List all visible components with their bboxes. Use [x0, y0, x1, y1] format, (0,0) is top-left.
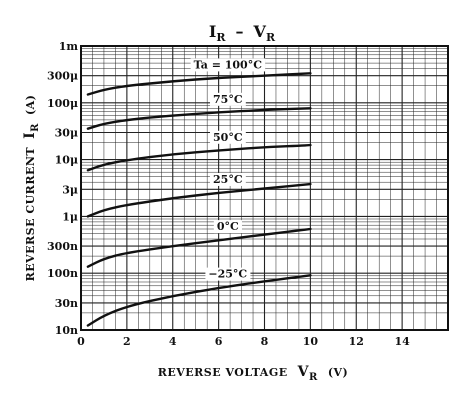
y-tick-label: 30μ — [55, 126, 78, 139]
series-label: 0°C — [217, 220, 239, 233]
title-voltage-subscript: R — [266, 31, 276, 44]
title-current-symbol: I — [209, 22, 216, 41]
y-axis-label: REVERSE CURRENT — [24, 147, 37, 282]
x-tick-label: 2 — [123, 335, 131, 348]
x-tick-label: 14 — [394, 335, 410, 348]
x-axis-label: REVERSE VOLTAGE — [158, 366, 288, 379]
x-tick-labels: 0 2 4 6 8 10 12 14 — [77, 335, 410, 348]
y-tick-label: 10n — [55, 324, 78, 337]
series-label-background — [210, 172, 246, 186]
series-label: 25°C — [213, 173, 243, 186]
series-label-background — [213, 220, 242, 234]
title-dash: – — [236, 22, 244, 41]
y-tick-label: 3μ — [62, 183, 78, 196]
x-tick-label: 12 — [349, 335, 364, 348]
series-label-background — [210, 130, 246, 144]
series-line-1 — [86, 107, 312, 130]
y-axis-title: REVERSE CURRENT IR (A) — [22, 95, 41, 282]
series-label: 75°C — [213, 93, 243, 106]
x-tick-label: 0 — [77, 335, 85, 348]
y-tick-labels: 1m 300μ 100μ 30μ 10μ 3μ 1μ 300n 100n 30n 10n — [47, 40, 78, 337]
y-tick-label: 10μ — [55, 154, 78, 167]
x-tick-label: 6 — [215, 335, 223, 348]
x-axis-symbol: V — [297, 364, 310, 380]
y-tick-label: 100μ — [47, 97, 78, 110]
x-axis-unit: (V) — [328, 366, 348, 379]
x-axis-subscript: R — [309, 372, 318, 383]
series-line-5 — [86, 274, 312, 327]
x-tick-label: 4 — [169, 335, 177, 348]
title-voltage-symbol: V — [253, 22, 267, 41]
series-line-4 — [86, 227, 312, 268]
series-label: Ta = 100°C — [194, 58, 263, 71]
y-tick-label: 100n — [47, 267, 78, 280]
y-axis-symbol: I — [22, 132, 38, 139]
y-tick-label: 300n — [47, 240, 78, 253]
y-axis-subscript: R — [30, 123, 41, 132]
series-line-2 — [86, 143, 312, 172]
x-tick-label: 8 — [261, 335, 269, 348]
series-lines — [86, 72, 312, 327]
series-label-background — [205, 267, 251, 281]
y-tick-label: 1m — [59, 40, 79, 53]
y-axis-unit: (A) — [24, 95, 37, 115]
series-label-background — [210, 92, 246, 106]
x-axis-title: REVERSE VOLTAGE VR (V) — [158, 364, 349, 383]
x-tick-label: 10 — [303, 335, 319, 348]
series-labels: Ta = 100°C 75°C 50°C 25°C 0°C −25°C — [190, 58, 266, 281]
series-label: 50°C — [213, 131, 243, 144]
plot-frame — [80, 45, 449, 331]
series-line-3 — [86, 182, 312, 218]
series-label: −25°C — [208, 268, 247, 281]
y-tick-label: 30n — [55, 297, 78, 310]
y-tick-label: 1μ — [62, 210, 78, 223]
series-line-0 — [86, 72, 312, 96]
y-tick-label: 300μ — [47, 70, 78, 83]
chart-title: IR – VR — [209, 22, 276, 44]
series-label-background — [190, 58, 266, 72]
title-current-subscript: R — [216, 31, 226, 44]
